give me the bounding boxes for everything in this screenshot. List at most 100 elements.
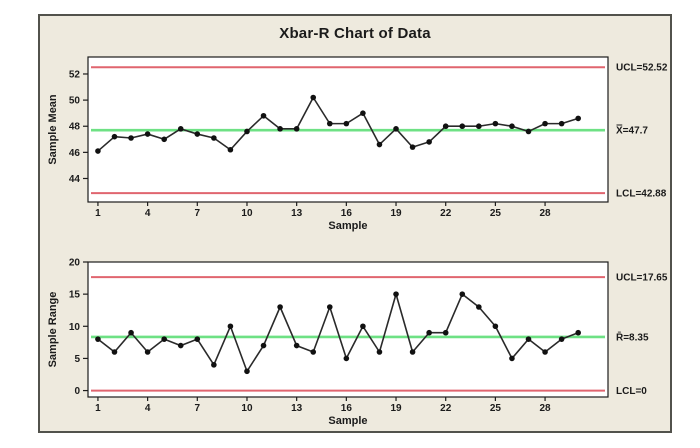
data-point <box>260 342 267 349</box>
data-point <box>194 131 201 137</box>
data-point <box>128 135 134 141</box>
data-point <box>260 112 267 119</box>
x-axis-title: Sample <box>328 415 367 427</box>
y-tick-label: 0 <box>74 386 80 397</box>
data-point <box>575 115 581 122</box>
data-point <box>211 362 217 368</box>
x-tick-label: 25 <box>490 208 502 219</box>
x-tick-label: 1 <box>95 208 101 219</box>
x-tick-label: 4 <box>145 208 151 219</box>
data-point <box>111 133 118 140</box>
data-point <box>442 123 449 130</box>
data-point <box>277 126 283 132</box>
data-point <box>144 349 151 355</box>
y-axis-title: Sample Mean <box>47 94 59 165</box>
ucl-label: UCL=52.52 <box>616 63 668 74</box>
plot-area <box>87 261 609 398</box>
data-point <box>310 349 317 355</box>
y-tick-label: 20 <box>69 258 81 269</box>
data-point <box>393 126 399 132</box>
data-point <box>194 336 201 342</box>
data-point <box>95 148 101 154</box>
data-point <box>277 304 283 310</box>
y-tick-label: 15 <box>69 290 81 301</box>
y-tick-label: 46 <box>69 148 81 159</box>
series-line <box>97 293 579 373</box>
data-point <box>459 291 466 297</box>
data-point <box>542 349 548 355</box>
y-tick-label: 50 <box>69 96 81 107</box>
data-point <box>376 349 383 355</box>
data-point <box>558 120 565 127</box>
data-point <box>525 336 532 342</box>
y-tick-label: 44 <box>69 174 81 185</box>
y-tick-label: 5 <box>74 354 80 365</box>
data-point <box>459 123 466 130</box>
data-point <box>509 123 515 130</box>
data-point <box>227 323 234 330</box>
data-point <box>95 336 101 342</box>
lcl-label: LCL=0 <box>616 386 647 397</box>
data-point <box>227 146 234 153</box>
x-tick-label: 25 <box>490 403 502 414</box>
x-tick-label: 7 <box>195 403 201 414</box>
data-point <box>426 139 432 145</box>
data-point <box>343 120 350 127</box>
data-point <box>575 329 581 336</box>
data-point <box>293 126 300 132</box>
center-label: R̄=8.35 <box>616 331 649 343</box>
data-point <box>376 141 383 148</box>
data-point <box>326 120 333 127</box>
y-tick-label: 48 <box>69 122 81 133</box>
x-tick-label: 7 <box>195 208 201 219</box>
data-point <box>542 120 548 127</box>
x-tick-label: 10 <box>241 208 253 219</box>
data-point <box>492 120 499 127</box>
data-point <box>326 304 333 310</box>
lcl-label: LCL=42.88 <box>616 189 667 200</box>
data-point <box>111 349 118 355</box>
x-tick-label: 13 <box>291 208 303 219</box>
x-tick-label: 13 <box>291 403 303 414</box>
x-tick-label: 10 <box>241 403 253 414</box>
x-tick-label: 22 <box>440 403 452 414</box>
data-point <box>558 336 565 342</box>
data-point <box>409 349 416 355</box>
y-tick-label: 10 <box>69 322 81 333</box>
x-tick-label: 28 <box>540 403 552 414</box>
chart-window: Xbar-R Chart of Data 44 46 48 50 52 1 4 7 10 13 16… <box>38 14 672 433</box>
x-axis-title: Sample <box>328 220 367 232</box>
x-tick-label: 16 <box>341 403 353 414</box>
data-point <box>476 123 482 130</box>
data-point <box>409 144 416 150</box>
data-point <box>244 368 250 375</box>
data-point <box>293 342 300 349</box>
chart-title: Xbar-R Chart of Data <box>279 25 431 42</box>
data-point <box>393 291 399 297</box>
x-tick-label: 1 <box>95 403 101 414</box>
r-chart: 0 5 10 15 20 1 4 7 10 13 16 19 22 25 28 Sample Range Sam… <box>47 258 668 428</box>
x-tick-label: 22 <box>440 208 452 219</box>
ucl-label: UCL=17.65 <box>616 273 668 284</box>
center-label: X̿=47.7 <box>616 124 648 137</box>
x-tick-label: 4 <box>145 403 151 414</box>
x-tick-label: 19 <box>390 208 402 219</box>
x-tick-label: 16 <box>341 208 353 219</box>
data-point <box>177 126 184 132</box>
data-point <box>161 136 167 143</box>
data-point <box>343 355 350 362</box>
xbar-chart: 44 46 48 50 52 1 4 7 10 13 16 19 22 25 28 Sample Mean Sa… <box>47 56 668 232</box>
data-point <box>161 336 167 342</box>
data-point <box>442 329 449 336</box>
x-tick-label: 19 <box>390 403 402 414</box>
data-point <box>360 110 366 116</box>
data-point <box>244 128 250 135</box>
data-point <box>310 94 317 101</box>
data-point <box>128 329 134 336</box>
data-point <box>509 355 515 362</box>
data-point <box>144 131 151 137</box>
y-tick-label: 52 <box>69 69 81 80</box>
data-point <box>476 304 482 310</box>
